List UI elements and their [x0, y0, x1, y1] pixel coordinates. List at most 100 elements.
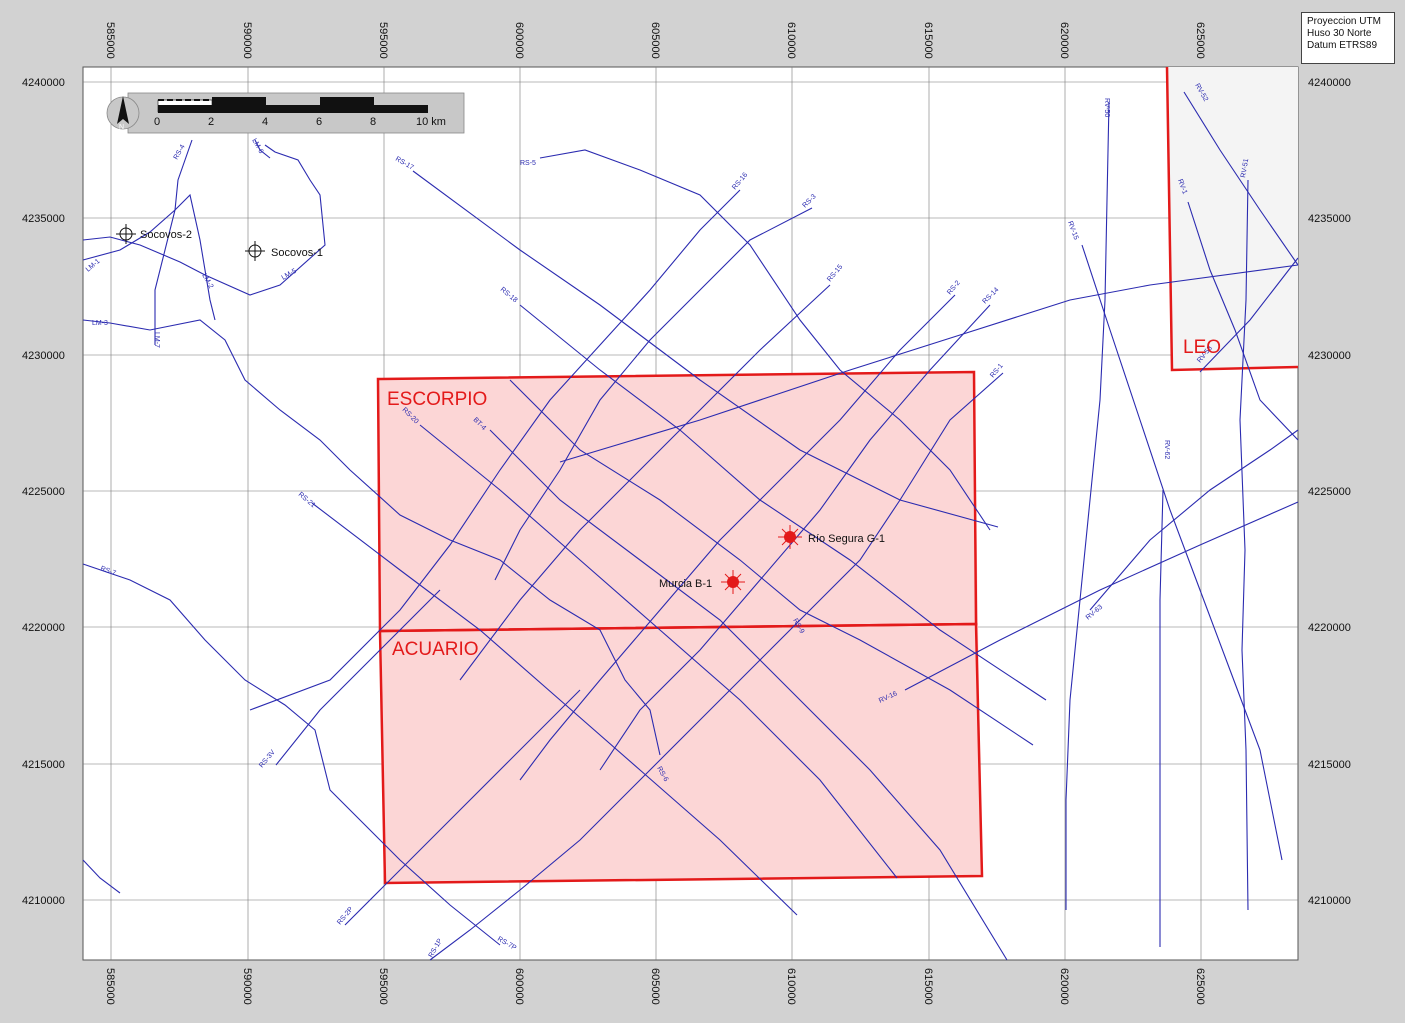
projection-line-2: Huso 30 Norte — [1307, 28, 1372, 39]
label-rv-51: RV-51 — [1240, 158, 1250, 178]
block-name-leo: LEO — [1183, 337, 1221, 358]
line-rv-16 — [904, 501, 1299, 691]
tick-bottom-2: 595000 — [377, 968, 389, 1005]
tick-right-0: 4240000 — [1308, 77, 1351, 89]
scale-label-2: 2 — [208, 116, 214, 128]
line-rv-63 — [1089, 429, 1299, 611]
target-well-icon — [721, 570, 745, 594]
tick-left-2: 4230000 — [22, 350, 65, 362]
line-bt-4 — [489, 429, 1008, 961]
line-rs-20 — [419, 424, 898, 879]
line-rs-3v — [275, 589, 441, 766]
line-rs-1 — [429, 372, 1004, 961]
tick-top-7: 620000 — [1058, 22, 1070, 59]
north-arrow-icon: N — [117, 96, 129, 131]
line-rs-9 — [509, 379, 1034, 746]
block-leo-fill — [1167, 67, 1298, 370]
label-lm-7: LM-7 — [153, 332, 160, 348]
northing-ticks-left: 4240000 4235000 4230000 4225000 4220000 … — [22, 77, 65, 907]
easting-ticks-bottom: 585000 590000 595000 600000 605000 61000… — [104, 968, 1206, 1005]
tick-right-1: 4235000 — [1308, 213, 1351, 225]
block-leo-outline — [1165, 66, 1299, 372]
tick-bottom-7: 620000 — [1058, 968, 1070, 1005]
scale-label-4: 4 — [262, 116, 268, 128]
line-lm-5 — [82, 144, 326, 296]
line-rs-21 — [311, 502, 798, 916]
well-label: Río Segura G-1 — [808, 533, 885, 545]
scale-label-6: 6 — [316, 116, 322, 128]
tick-left-1: 4235000 — [22, 213, 65, 225]
scale-label-8: 8 — [370, 116, 376, 128]
block-name-acuario: ACUARIO — [392, 639, 479, 660]
tick-top-0: 585000 — [104, 22, 116, 59]
tick-bottom-3: 600000 — [513, 968, 525, 1005]
line-rv-east — [559, 264, 1299, 463]
tick-right-3: 4225000 — [1308, 486, 1351, 498]
tick-left-6: 4210000 — [22, 895, 65, 907]
scale-label-0: 0 — [154, 116, 160, 128]
line-rv-52 — [1183, 91, 1299, 266]
easting-ticks-top: 585000 590000 595000 600000 605000 61000… — [104, 22, 1206, 59]
line-rv-53 — [1199, 257, 1299, 373]
line-rv-51 — [1239, 179, 1249, 911]
tick-bottom-8: 625000 — [1194, 968, 1206, 1005]
tick-right-4: 4220000 — [1308, 622, 1351, 634]
north-label: N — [119, 124, 124, 131]
label-rv-50: RV-50 — [1103, 98, 1110, 117]
line-rs-6 — [82, 319, 661, 756]
well-label: Socovos-2 — [140, 229, 192, 241]
line-rs-2 — [519, 294, 956, 781]
tick-bottom-5: 610000 — [785, 968, 797, 1005]
projection-line-3: Datum ETRS89 — [1307, 40, 1378, 51]
well-murcia-b-1[interactable]: Murcia B-1 — [659, 570, 745, 594]
tick-left-0: 4240000 — [22, 77, 65, 89]
scale-label-10: 10 km — [416, 116, 446, 128]
block-acuario-outline[interactable] — [378, 622, 984, 885]
tick-top-6: 615000 — [922, 22, 934, 59]
seismic-lines — [82, 91, 1299, 961]
well-socovos-1[interactable]: Socovos-1 — [245, 241, 323, 261]
tick-bottom-6: 615000 — [922, 968, 934, 1005]
well-label: Socovos-1 — [271, 247, 323, 259]
tick-bottom-0: 585000 — [104, 968, 116, 1005]
tick-left-5: 4215000 — [22, 759, 65, 771]
line-rs-5 — [539, 149, 991, 531]
tick-bottom-4: 605000 — [649, 968, 661, 1005]
line-rv-1 — [1187, 201, 1299, 441]
line-rs-16 — [249, 189, 741, 711]
well-label: Murcia B-1 — [659, 578, 712, 590]
tick-right-6: 4210000 — [1308, 895, 1351, 907]
tick-top-5: 610000 — [785, 22, 797, 59]
label-rv-1: RV-1 — [1176, 178, 1188, 195]
label-lm-3: LM-3 — [92, 320, 108, 327]
tick-right-5: 4215000 — [1308, 759, 1351, 771]
tick-top-8: 625000 — [1194, 22, 1206, 59]
line-rv-62 — [1159, 489, 1164, 947]
northing-ticks-right: 4240000 4235000 4230000 4225000 4220000 … — [1308, 77, 1351, 907]
well-rio-segura-g-1[interactable]: Río Segura G-1 — [778, 525, 885, 549]
label-rv-62: RV-62 — [1163, 440, 1170, 459]
block-name-escorpio: ESCORPIO — [387, 389, 487, 410]
projection-line-1: Proyeccion UTM — [1307, 16, 1381, 27]
line-rv-50 — [1065, 101, 1110, 910]
tick-bottom-1: 590000 — [241, 968, 253, 1005]
tick-top-1: 590000 — [241, 22, 253, 59]
tick-right-2: 4230000 — [1308, 350, 1351, 362]
tick-left-3: 4225000 — [22, 486, 65, 498]
tick-top-3: 600000 — [513, 22, 525, 59]
line-lm-west — [82, 859, 121, 894]
label-rs-5: RS-5 — [520, 160, 536, 167]
projection-legend: Proyeccion UTM Huso 30 Norte Datum ETRS8… — [1301, 12, 1395, 64]
well-socovos-2[interactable]: Socovos-2 — [116, 224, 192, 244]
target-well-icon — [778, 525, 802, 549]
tick-top-4: 605000 — [649, 22, 661, 59]
tick-top-2: 595000 — [377, 22, 389, 59]
line-rs-3 — [494, 207, 813, 581]
line-rs-15 — [459, 284, 831, 681]
scale-bar: N 0 2 4 6 8 10 km — [106, 92, 465, 134]
line-rs-7 — [82, 563, 501, 946]
line-lm-2 — [82, 193, 216, 321]
tick-left-4: 4220000 — [22, 622, 65, 634]
